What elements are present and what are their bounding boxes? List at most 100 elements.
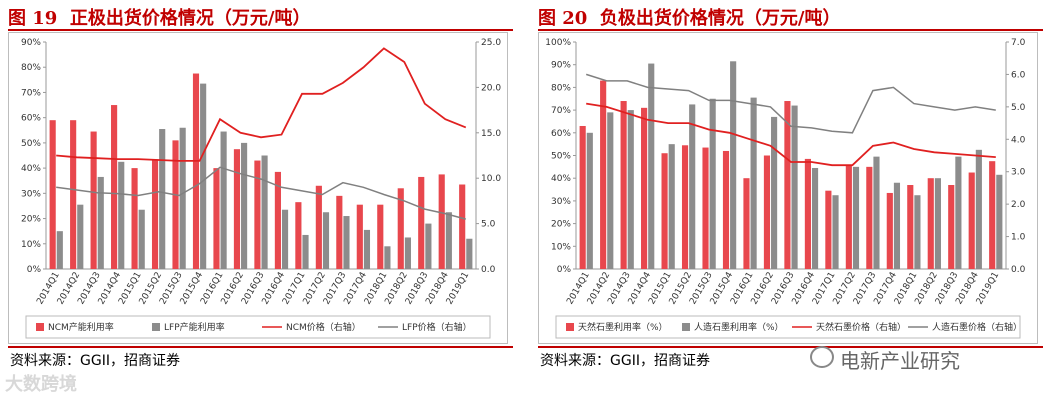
legend-label: LFP价格（右轴） — [402, 321, 472, 333]
chart-svg-2: 0% 10% 20% 30% 40% 50% 60% 70% 80% 90% 100% 0.0 1.0 2… — [545, 38, 1026, 339]
bar — [668, 144, 675, 269]
right-tick-label: 6.0 — [1011, 70, 1026, 80]
left-tick-label: 20% — [551, 220, 571, 230]
bar — [934, 178, 941, 269]
bar — [579, 125, 586, 270]
bar — [771, 116, 778, 269]
bar — [254, 160, 261, 269]
legend-label: 天然石墨利用率（%） — [578, 321, 668, 333]
bar — [627, 110, 634, 269]
bar — [384, 246, 391, 269]
bar — [233, 149, 241, 269]
bar — [459, 184, 466, 269]
bar — [97, 176, 104, 269]
bar — [607, 112, 614, 270]
bar — [927, 178, 934, 269]
bar — [586, 132, 593, 269]
right-tick-label: 20.0 — [481, 83, 501, 93]
source-rule — [538, 346, 1043, 348]
bar — [418, 176, 425, 269]
right-tick-label: 15.0 — [481, 129, 501, 139]
bar — [866, 166, 873, 269]
left-tick-label: 20% — [21, 215, 41, 225]
right-tick-label: 0.0 — [481, 265, 496, 275]
left-tick-label: 100% — [545, 38, 571, 48]
bar — [804, 158, 811, 269]
left-tick-label: 30% — [551, 197, 571, 207]
left-tick-label: 0% — [557, 265, 572, 275]
legend — [25, 315, 491, 339]
legend-label: 人造石墨价格（右轴） — [932, 321, 1022, 333]
bar — [172, 140, 179, 269]
bar — [968, 172, 975, 269]
bar — [948, 185, 955, 269]
bar — [213, 168, 220, 269]
legend-label: NCM产能利用率 — [48, 321, 114, 333]
left-tick-label: 60% — [551, 129, 571, 139]
source-rule — [8, 346, 513, 348]
bar — [425, 223, 432, 269]
bar — [641, 107, 648, 269]
bar — [600, 80, 607, 269]
left-tick-label: 90% — [21, 38, 41, 48]
left-tick-label: 10% — [21, 240, 41, 250]
left-tick-label: 50% — [21, 139, 41, 149]
series-line — [56, 47, 467, 162]
bar — [295, 202, 302, 269]
left-tick-label: 10% — [551, 242, 571, 252]
bar — [138, 209, 145, 269]
bar — [791, 105, 798, 269]
bar — [873, 156, 880, 269]
bar — [343, 216, 350, 269]
bar — [356, 204, 363, 269]
bar — [49, 120, 56, 269]
left-tick-label: 40% — [551, 174, 571, 184]
chart-frame — [538, 32, 1038, 344]
wechat-icon — [810, 346, 834, 368]
right-tick-label: 2.0 — [1011, 200, 1026, 210]
left-tick-label: 30% — [21, 189, 41, 199]
bar — [261, 155, 268, 269]
bar — [784, 101, 791, 270]
title-rule — [538, 29, 1043, 31]
legend-swatch — [152, 323, 160, 331]
title-rule — [8, 29, 513, 31]
chart-title: 图 20 负极出货价格情况（万元/吨） — [538, 8, 841, 29]
bar — [274, 171, 281, 269]
bar — [159, 129, 166, 269]
right-tick-label: 0.0 — [1011, 265, 1026, 275]
legend-label: NCM价格（右轴） — [286, 321, 361, 333]
chart-title: 图 19 正极出货价格情况（万元/吨） — [8, 8, 311, 29]
legend-label: LFP产能利用率 — [164, 321, 225, 333]
legend — [555, 315, 1021, 339]
bar — [763, 155, 771, 269]
left-tick-label: 80% — [551, 83, 571, 93]
bar — [702, 147, 709, 269]
bar — [200, 83, 207, 269]
bar — [689, 104, 696, 269]
bar — [852, 166, 860, 269]
legend-swatch — [36, 323, 44, 331]
bar — [661, 153, 668, 269]
bar — [397, 188, 404, 269]
bar — [620, 101, 627, 270]
bar — [914, 195, 921, 269]
bar — [722, 150, 730, 269]
series-line — [586, 102, 996, 167]
bar — [220, 131, 227, 269]
chart-panel-1: 图 19 正极出货价格情况（万元/吨） 0% 10% 20% 30% 40% 50% 60%… — [0, 0, 520, 405]
bar — [241, 142, 248, 269]
legend-label: 天然石墨价格（右轴） — [816, 321, 906, 333]
right-tick-label: 3.0 — [1011, 168, 1026, 178]
bar — [811, 167, 819, 269]
bar — [989, 161, 996, 269]
bar — [363, 229, 371, 269]
bar — [445, 212, 452, 269]
right-tick-label: 5.0 — [481, 220, 496, 230]
series-line — [56, 166, 466, 220]
bar — [77, 204, 84, 269]
bar — [151, 159, 159, 269]
watermark-right: 电新产业研究 — [840, 349, 960, 373]
bar — [322, 212, 330, 269]
bar — [404, 237, 411, 269]
